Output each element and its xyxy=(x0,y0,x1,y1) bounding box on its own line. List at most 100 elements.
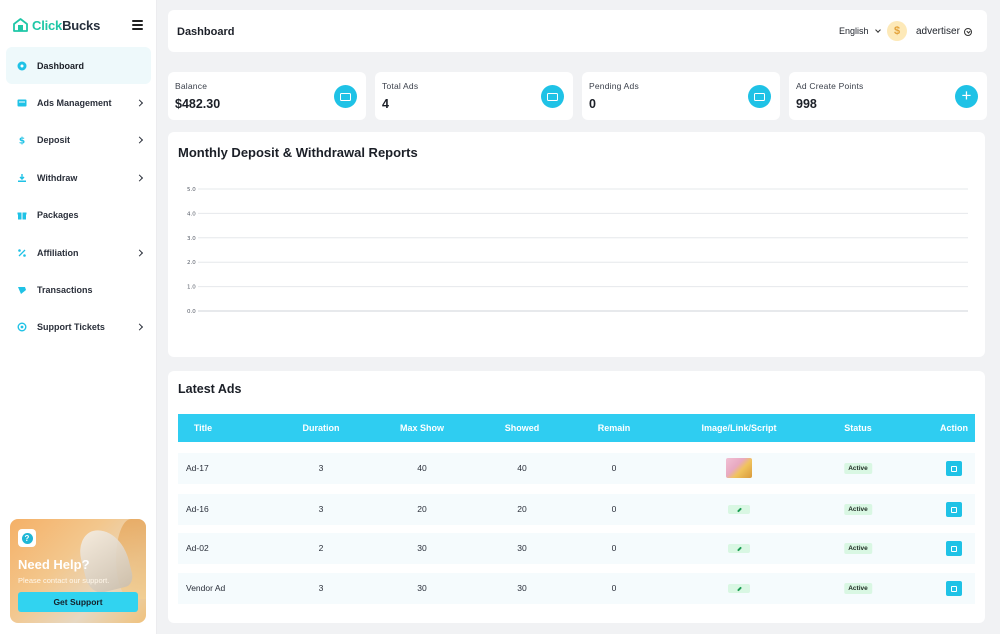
table-row: Ad-16 3 20 20 0 Active xyxy=(178,494,975,525)
wallet-icon xyxy=(334,85,357,108)
cell-showed: 40 xyxy=(517,463,527,473)
support-icon xyxy=(16,321,28,333)
sidebar: ClickBucks Dashboard Ads Management $ Depos… xyxy=(0,0,157,634)
user-menu[interactable]: advertiser xyxy=(916,26,972,37)
link-icon[interactable] xyxy=(728,505,750,514)
stat-card-balance: Balance $482.30 xyxy=(168,72,366,120)
chevron-right-icon xyxy=(135,136,144,145)
stat-card-pending-ads: Pending Ads 0 xyxy=(582,72,780,120)
cell-remain: 0 xyxy=(611,463,617,473)
column-header-max-show: Max Show xyxy=(399,423,445,433)
status-badge: Active xyxy=(844,583,872,594)
table-row: Ad-02 2 30 30 0 Active xyxy=(178,533,975,564)
chevron-right-icon xyxy=(135,99,144,107)
cell-duration: 3 xyxy=(318,583,324,593)
table-row: Ad-17 3 40 40 0 Active xyxy=(178,453,975,484)
stat-label: Balance xyxy=(175,81,208,91)
stat-value: $482.30 xyxy=(175,97,221,111)
column-header-duration: Duration xyxy=(302,423,340,433)
top-header: Dashboard English $ advertiser xyxy=(168,10,987,52)
dollar-icon: $ xyxy=(16,134,28,146)
sidebar-item-support-tickets[interactable]: Support Tickets xyxy=(6,309,151,346)
cell-title: Ad-02 xyxy=(186,543,209,553)
question-icon: ? xyxy=(18,529,36,547)
column-header-remain: Remain xyxy=(597,423,631,433)
edit-icon[interactable] xyxy=(946,581,962,596)
page-title: Dashboard xyxy=(177,26,235,38)
username: advertiser xyxy=(916,26,960,37)
language-select[interactable]: English xyxy=(839,26,881,36)
sidebar-item-label: Dashboard xyxy=(37,60,85,71)
chevron-down-icon xyxy=(874,26,881,33)
column-header-title: Title xyxy=(193,423,213,433)
sidebar-item-deposit[interactable]: $ Deposit xyxy=(6,122,151,159)
hamburger-menu-icon[interactable] xyxy=(132,20,143,30)
percent-icon xyxy=(16,247,28,259)
svg-text:$: $ xyxy=(19,137,25,146)
link-icon[interactable] xyxy=(728,544,750,553)
help-subtitle: Please contact our support. xyxy=(18,576,110,585)
cell-title: Ad-17 xyxy=(186,463,209,473)
column-header-action: Action xyxy=(940,423,968,433)
column-header-status: Status xyxy=(844,423,872,433)
edit-icon[interactable] xyxy=(946,461,962,476)
sidebar-item-label: Ads Management xyxy=(37,98,112,109)
brand-logo[interactable]: ClickBucks xyxy=(13,16,100,34)
cell-remain: 0 xyxy=(611,504,617,514)
brand-name: ClickBucks xyxy=(32,17,101,33)
transactions-icon xyxy=(16,284,28,296)
status-badge: Active xyxy=(844,543,872,554)
edit-icon[interactable] xyxy=(946,541,962,556)
logo-icon xyxy=(13,18,28,32)
y-tick-label: 2.0 xyxy=(187,260,196,266)
latest-ads-card: Latest Ads Title Duration Max Show Showed Re… xyxy=(168,371,985,623)
sidebar-item-ads-management[interactable]: Ads Management xyxy=(6,84,151,121)
gift-icon xyxy=(16,209,28,221)
status-badge: Active xyxy=(844,504,872,515)
cell-remain: 0 xyxy=(611,543,617,553)
cell-max-show: 30 xyxy=(417,543,427,553)
sidebar-nav: Dashboard Ads Management $ Deposit Withdraw P… xyxy=(6,47,151,346)
status-badge: Active xyxy=(844,463,872,474)
cell-duration: 2 xyxy=(318,543,324,553)
sidebar-item-label: Affiliation xyxy=(37,247,79,258)
ad-image-thumbnail[interactable] xyxy=(726,458,752,478)
avatar[interactable]: $ xyxy=(887,21,907,41)
deposit-withdraw-chart-card: Monthly Deposit & Withdrawal Reports 0.0… xyxy=(168,132,985,357)
plus-icon[interactable]: + xyxy=(955,85,978,108)
withdraw-icon xyxy=(16,172,28,184)
stat-label: Ad Create Points xyxy=(796,81,864,91)
column-header-image-link-script: Image/Link/Script xyxy=(701,423,777,433)
stat-value: 0 xyxy=(589,97,596,111)
cell-max-show: 20 xyxy=(417,504,427,514)
sidebar-item-packages[interactable]: Packages xyxy=(6,197,151,234)
image-icon xyxy=(748,85,771,108)
cell-showed: 20 xyxy=(517,504,527,514)
stat-card-ad-create-points: Ad Create Points 998 + xyxy=(789,72,987,120)
sidebar-item-label: Transactions xyxy=(37,285,93,296)
stat-value: 998 xyxy=(796,97,817,111)
y-tick-label: 5.0 xyxy=(187,187,196,193)
edit-icon[interactable] xyxy=(946,502,962,517)
table-row: Vendor Ad 3 30 30 0 Active xyxy=(178,573,975,604)
chart-title: Monthly Deposit & Withdrawal Reports xyxy=(178,145,418,160)
image-icon xyxy=(541,85,564,108)
cell-title: Vendor Ad xyxy=(186,583,226,593)
sidebar-item-affiliation[interactable]: Affiliation xyxy=(6,234,151,271)
sidebar-item-dashboard[interactable]: Dashboard xyxy=(6,47,151,85)
y-tick-label: 3.0 xyxy=(187,236,196,242)
sidebar-item-label: Support Tickets xyxy=(37,322,105,333)
chevron-right-icon xyxy=(135,249,144,257)
link-icon[interactable] xyxy=(728,584,750,593)
cell-showed: 30 xyxy=(517,543,527,553)
chevron-circle-down-icon xyxy=(963,27,972,36)
stat-label: Pending Ads xyxy=(589,81,639,91)
y-tick-label: 4.0 xyxy=(187,211,196,217)
language-label: English xyxy=(839,26,869,36)
stat-value: 4 xyxy=(382,97,389,111)
sidebar-item-label: Packages xyxy=(37,210,79,221)
get-support-button[interactable]: Get Support xyxy=(18,592,138,612)
help-title: Need Help? xyxy=(18,557,90,572)
sidebar-item-withdraw[interactable]: Withdraw xyxy=(6,159,151,196)
sidebar-item-transactions[interactable]: Transactions xyxy=(6,271,151,308)
